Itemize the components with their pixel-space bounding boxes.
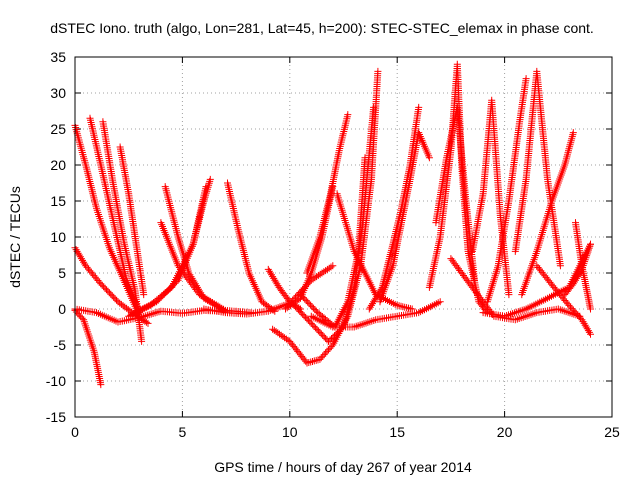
series-track [432, 103, 478, 284]
x-axis-label: GPS time / hours of day 267 of year 2014 [214, 459, 472, 475]
series-track [86, 114, 143, 317]
series-track [116, 143, 148, 299]
series-track [307, 298, 444, 331]
data-point-markers [86, 114, 143, 317]
data-point-markers [561, 240, 594, 299]
data-point-markers [307, 298, 444, 331]
y-tick-label: -15 [46, 409, 66, 425]
series-track [333, 190, 416, 313]
y-tick-label: 25 [50, 121, 66, 137]
x-tick-label: 25 [604, 424, 620, 440]
y-tick-label: 10 [50, 229, 66, 245]
data-point-markers [518, 129, 577, 299]
data-point-markers [303, 111, 352, 277]
series-track [282, 183, 337, 313]
y-tick-label: 15 [50, 193, 66, 209]
series-track [518, 129, 577, 299]
data-point-markers [511, 67, 564, 270]
x-tick-label: 0 [71, 424, 79, 440]
data-point-markers [282, 183, 337, 313]
y-tick-label: 0 [58, 301, 66, 317]
y-axis-label: dSTEC / TECUs [7, 186, 23, 288]
series-track [224, 179, 279, 315]
series-track [303, 111, 352, 277]
series-track [468, 96, 513, 299]
x-tick-label: 10 [282, 424, 298, 440]
data-point-markers [376, 129, 433, 306]
data-point-markers [483, 75, 530, 306]
data-point-markers [533, 262, 594, 338]
x-tick-label: 5 [179, 424, 187, 440]
y-tick-label: 20 [50, 157, 66, 173]
series-track [71, 306, 105, 389]
data-point-markers [116, 143, 148, 299]
series-track [533, 262, 594, 338]
x-tick-label: 20 [497, 424, 513, 440]
y-tick-label: -10 [46, 373, 66, 389]
y-tick-label: 35 [50, 49, 66, 65]
data-point-markers [468, 96, 513, 299]
chart-title: dSTEC Iono. truth (algo, Lon=281, Lat=45… [50, 20, 594, 36]
data-point-markers [333, 190, 416, 313]
series-track [376, 129, 433, 306]
series-track [483, 75, 530, 306]
y-tick-label: -5 [54, 337, 67, 353]
data-point-markers [71, 306, 105, 389]
y-tick-label: 5 [58, 265, 66, 281]
data-point-markers [425, 60, 491, 317]
data-point-markers [224, 179, 279, 315]
series-track [425, 60, 491, 317]
series-track [511, 67, 564, 270]
x-tick-label: 15 [389, 424, 405, 440]
data-point-markers [432, 103, 478, 284]
y-tick-label: 30 [50, 85, 66, 101]
grid [75, 57, 612, 417]
plot-frame [74, 56, 613, 418]
series-track [561, 240, 594, 299]
data-points [71, 60, 594, 389]
